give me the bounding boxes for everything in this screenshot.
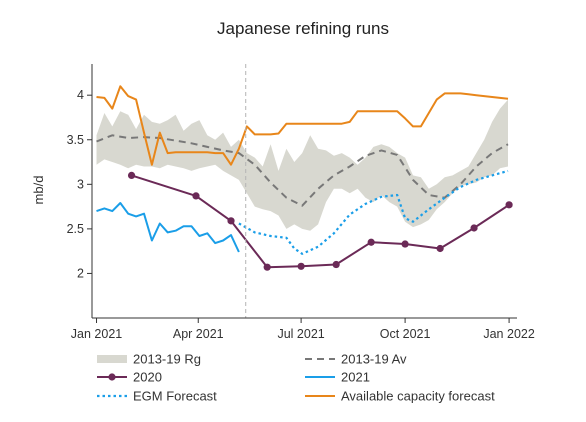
data-point-2020 — [401, 240, 409, 248]
x-tick-label: Jul 2021 — [277, 327, 324, 341]
y-tick-label: 3 — [77, 177, 84, 191]
data-point-2020 — [263, 263, 271, 271]
y-tick-label: 2 — [77, 266, 84, 280]
legend-marker-2020 — [108, 373, 116, 381]
data-point-2020 — [227, 217, 235, 225]
x-tick-label: Jan 2021 — [71, 327, 122, 341]
series-line-2021 — [96, 202, 240, 253]
legend-swatch-2013-19-rg — [97, 355, 127, 363]
series-line-2013-19-av — [96, 134, 509, 207]
data-point-2020 — [332, 260, 340, 269]
legend-label-2021: 2021 — [341, 370, 370, 385]
legend-label-2013-19-rg: 2013-19 Rg — [133, 352, 201, 367]
legend: 2013-19 Rg 2013-19 Av 2020 2021 EGM Forecast… — [97, 352, 495, 404]
legend-label-available-capacity-forecast: Available capacity forecast — [341, 389, 495, 404]
series-line-egm-forecast — [238, 169, 509, 255]
legend-label-egm-forecast: EGM Forecast — [133, 389, 217, 404]
data-point-2020 — [127, 171, 136, 180]
x-tick-label: Apr 2021 — [173, 327, 224, 341]
chart-title: Japanese refining runs — [217, 19, 389, 38]
data-point-2020 — [192, 192, 200, 200]
data-point-2020 — [367, 238, 375, 246]
y-tick-label: 3.5 — [67, 133, 84, 147]
data-point-2020 — [297, 262, 305, 270]
series-band-2013-19-rg — [96, 99, 508, 231]
x-tick-label: Jan 2022 — [483, 327, 534, 341]
series-line-available-capacity-forecast — [96, 85, 509, 166]
data-point-2020 — [470, 224, 478, 232]
legend-label-2013-19-av: 2013-19 Av — [341, 352, 407, 367]
y-axis-label: mb/d — [31, 176, 46, 205]
y-tick-label: 2.5 — [67, 222, 84, 236]
legend-label-2020: 2020 — [133, 370, 162, 385]
data-point-2020 — [436, 244, 444, 253]
y-tick-label: 4 — [77, 88, 84, 102]
x-tick-label: Oct 2021 — [380, 327, 431, 341]
data-point-2020 — [505, 201, 513, 209]
axes: 2 2.5 3 3.5 4 Jan 2021 Apr 2021 Jul 2021 Oct 202… — [67, 64, 535, 341]
plot-area — [96, 64, 513, 318]
